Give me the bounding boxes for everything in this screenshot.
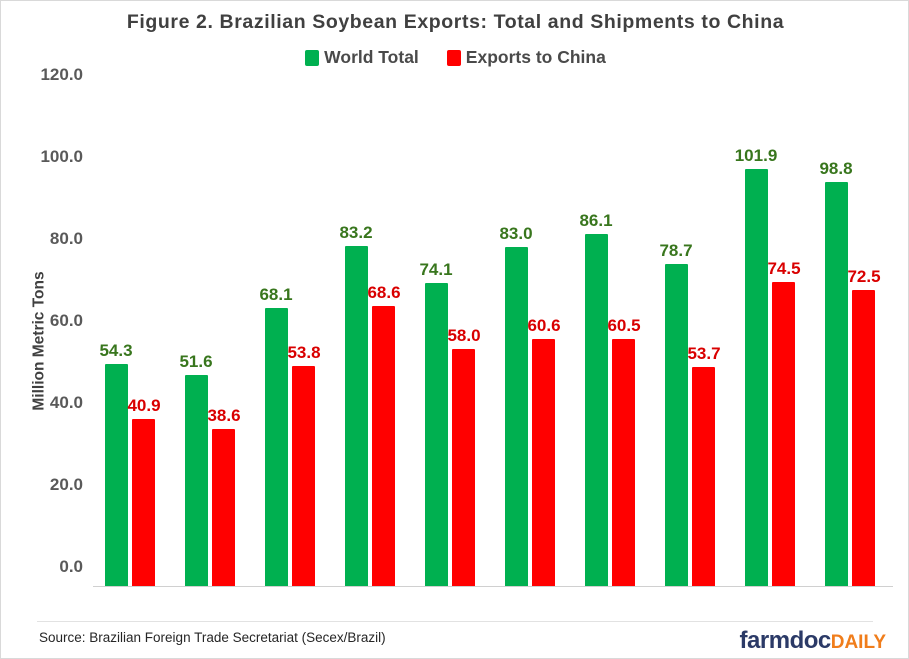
footer-divider xyxy=(37,621,873,622)
x-axis-baseline xyxy=(93,586,893,587)
bar-value-label: 83.2 xyxy=(339,222,373,242)
bar-value-label: 72.5 xyxy=(847,266,881,286)
bar-group: 51.6 38.6 xyxy=(173,95,253,587)
source-note: Source: Brazilian Foreign Trade Secretar… xyxy=(39,630,386,645)
bar-value-label: 78.7 xyxy=(659,241,693,261)
bar-value-label: 74.5 xyxy=(767,258,801,278)
bar-group: 83.2 68.6 xyxy=(333,95,413,587)
bar-group: 83.0 60.6 xyxy=(493,95,573,587)
logo-suffix-text: DAILY xyxy=(830,632,886,653)
bar-world-total[interactable]: 74.1 xyxy=(419,260,453,587)
y-axis-tick-label: 20.0 xyxy=(49,475,83,494)
bar-world-total[interactable]: 83.2 xyxy=(339,223,373,587)
legend-item-world-total[interactable]: World Total xyxy=(305,47,419,68)
bar-value-label: 86.1 xyxy=(579,211,613,230)
logo-main-text: farmdoc xyxy=(739,627,832,654)
y-axis-tick-label: 80.0 xyxy=(49,229,83,248)
bar-world-total[interactable]: 54.3 xyxy=(99,341,133,587)
bar-value-label: 38.6 xyxy=(207,405,241,425)
farmdoc-daily-logo[interactable]: farmdocDAILY xyxy=(740,627,886,655)
bar-world-total[interactable]: 83.0 xyxy=(499,224,533,587)
bar-group: 68.1 53.8 xyxy=(253,95,333,587)
legend-label-exports-to-china: Exports to China xyxy=(465,47,606,67)
chart-legend: World Total Exports to China xyxy=(1,47,908,68)
bar-world-total[interactable]: 78.7 xyxy=(659,241,693,587)
bar-group: 78.7 53.7 xyxy=(653,95,733,587)
bar-exports-to-china[interactable]: 68.6 xyxy=(367,283,401,587)
bar-value-label: 54.3 xyxy=(99,341,133,361)
bar-value-label: 40.9 xyxy=(127,396,161,416)
bar-exports-to-china[interactable]: 74.5 xyxy=(767,259,801,587)
bar-group: 98.8 72.5 xyxy=(813,95,893,587)
bar-value-label: 53.7 xyxy=(687,343,721,363)
bar-value-label: 60.5 xyxy=(607,315,641,335)
bar-exports-to-china[interactable]: 38.6 xyxy=(207,406,241,587)
bar-group: 86.1 60.5 xyxy=(573,95,653,587)
bar-exports-to-china[interactable]: 53.8 xyxy=(287,343,321,587)
bar-value-label: 98.8 xyxy=(819,158,853,178)
bar-exports-to-china[interactable]: 72.5 xyxy=(847,267,881,587)
y-axis-title-text: Million Metric Tons xyxy=(31,271,48,411)
bar-world-total[interactable]: 101.9 xyxy=(735,146,777,587)
bar-world-total[interactable]: 51.6 xyxy=(179,352,213,587)
bar-exports-to-china[interactable]: 58.0 xyxy=(447,326,481,587)
bar-value-label: 60.6 xyxy=(527,315,561,335)
bar-world-total[interactable]: 86.1 xyxy=(579,211,613,587)
plot-area: 0.0 20.0 40.0 60.0 80.0 100.0 120.0 54.3 40.9 51… xyxy=(40,65,893,587)
bar-value-label: 51.6 xyxy=(179,352,213,372)
y-axis-tick-label: 0.0 xyxy=(59,557,83,576)
chart-title: Figure 2. Brazilian Soybean Exports: Tot… xyxy=(126,11,785,33)
legend-label-world-total: World Total xyxy=(324,47,419,67)
y-axis-tick-label: 120.0 xyxy=(40,65,83,84)
y-axis-tick-label: 100.0 xyxy=(40,147,83,166)
bar-exports-to-china[interactable]: 60.6 xyxy=(527,316,561,587)
bar-value-label: 101.9 xyxy=(734,146,778,166)
bar-value-label: 53.8 xyxy=(287,343,321,363)
bar-value-label: 58.0 xyxy=(447,326,481,346)
bar-value-label: 68.6 xyxy=(367,282,401,302)
bar-group: 54.3 40.9 xyxy=(93,95,173,587)
bar-exports-to-china[interactable]: 53.7 xyxy=(687,344,721,587)
legend-item-exports-to-china[interactable]: Exports to China xyxy=(446,47,606,68)
legend-swatch-world-total xyxy=(305,49,320,66)
y-axis-title: Million Metric Tons xyxy=(27,95,53,587)
legend-swatch-exports-to-china xyxy=(446,49,461,66)
y-axis-tick-label: 60.0 xyxy=(49,311,83,330)
bar-group: 101.9 74.5 xyxy=(733,95,813,587)
bar-value-label: 83.0 xyxy=(499,223,533,243)
bar-value-label: 68.1 xyxy=(259,284,293,304)
y-axis-tick-label: 40.0 xyxy=(49,393,83,412)
bar-exports-to-china[interactable]: 40.9 xyxy=(127,396,161,587)
bar-exports-to-china[interactable]: 60.5 xyxy=(607,316,641,587)
bar-world-total[interactable]: 68.1 xyxy=(259,285,293,587)
bar-world-total[interactable]: 98.8 xyxy=(819,159,853,587)
bar-group: 74.1 58.0 xyxy=(413,95,493,587)
bar-value-label: 74.1 xyxy=(419,260,453,280)
